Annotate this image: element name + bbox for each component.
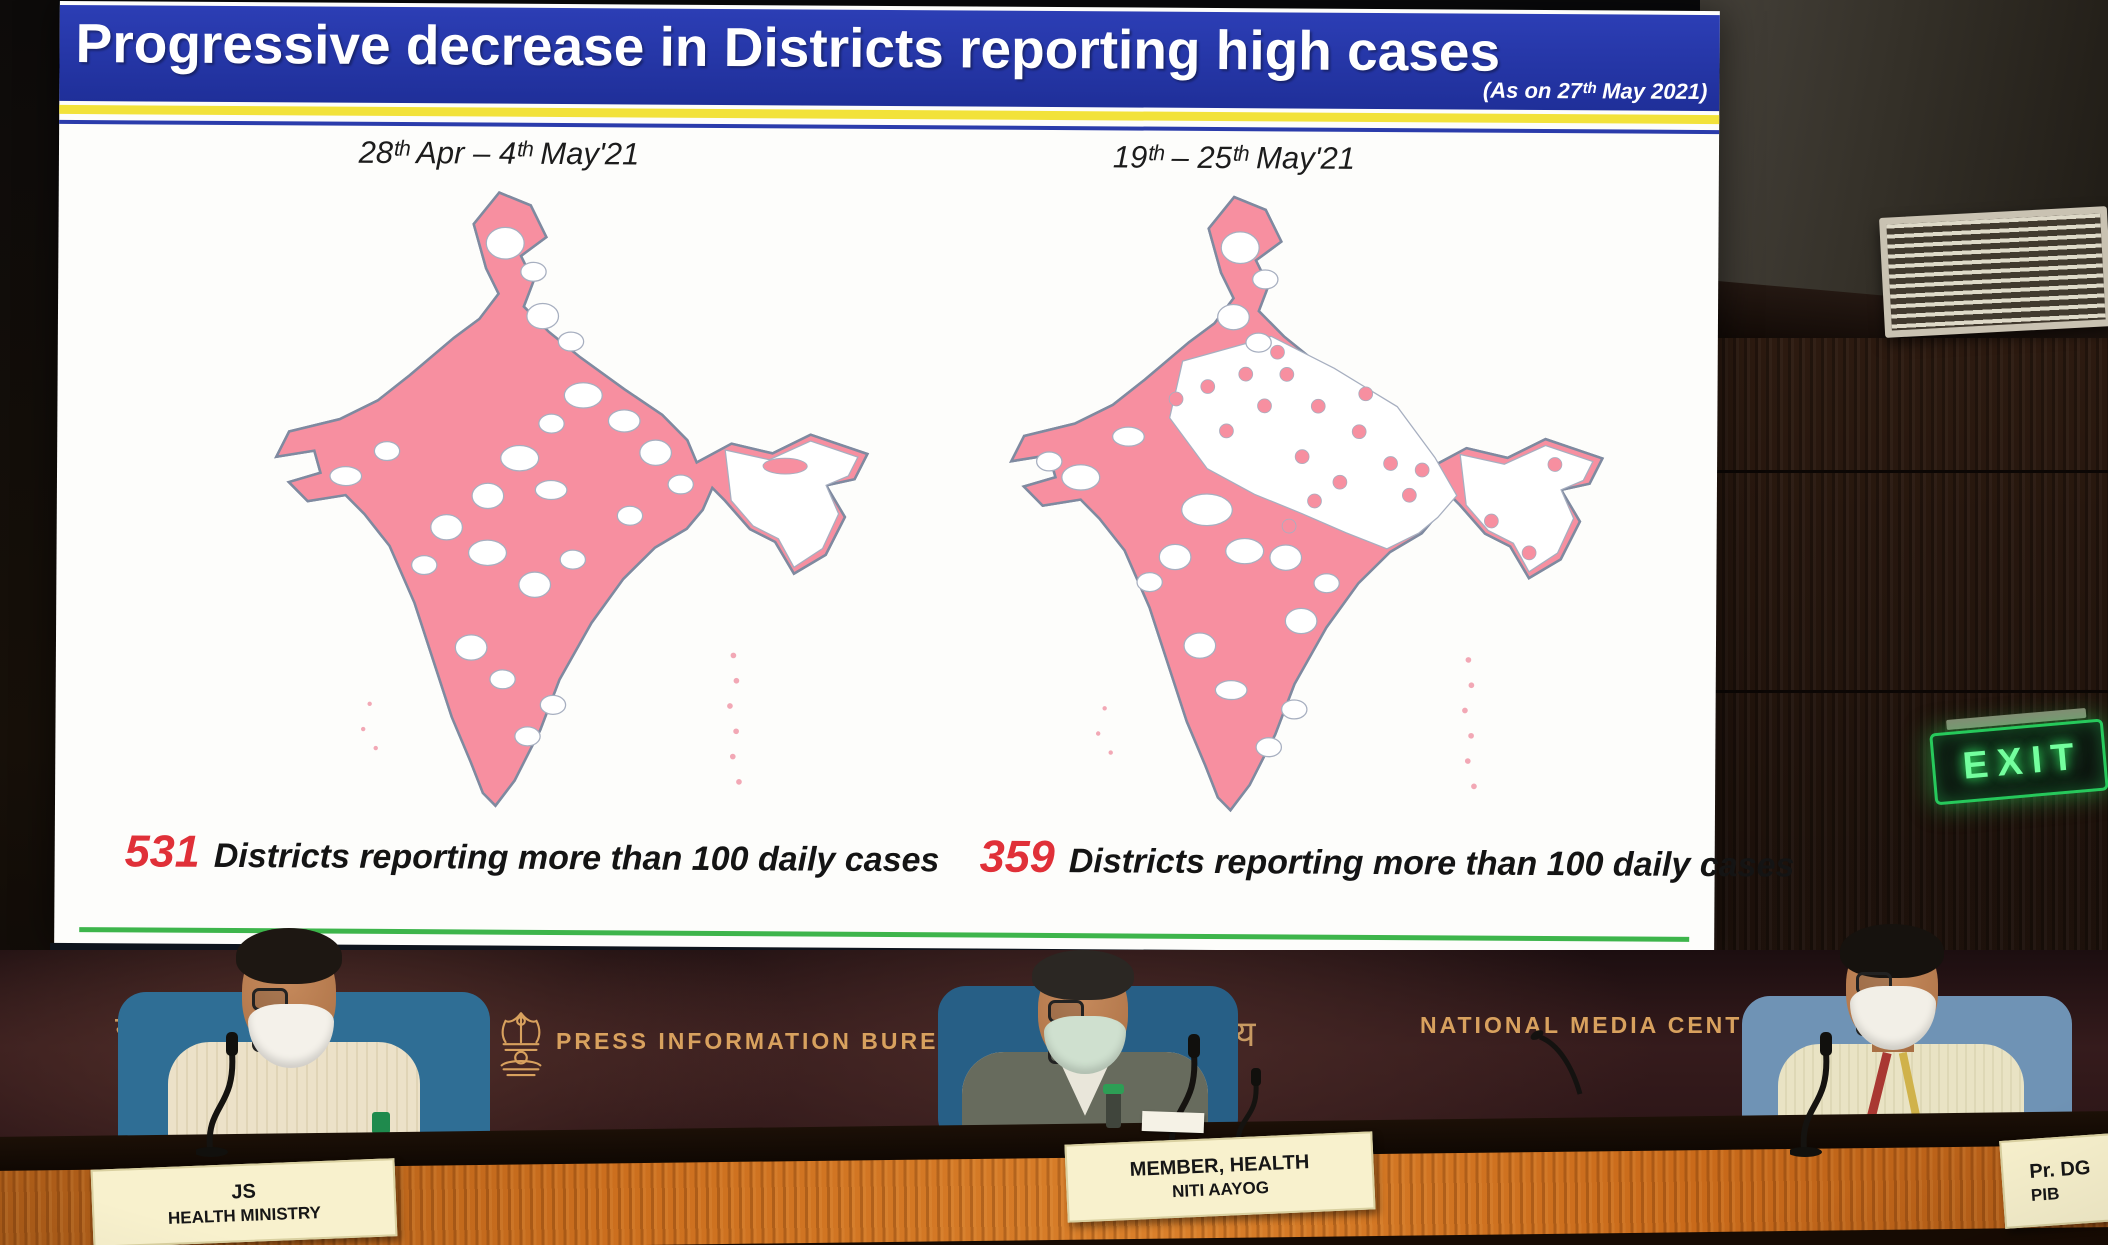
exit-sign-text: EXIT [1961,734,2085,788]
exit-sign-panel: EXIT [1929,718,2108,806]
papers [1141,1110,1205,1134]
hair [1840,924,1944,978]
gooseneck-microphone-right [1790,1032,1832,1157]
island-dots [360,652,742,785]
id-badge [372,1112,390,1134]
island-dots [1095,657,1477,790]
press-information-bureau-text: PRESS INFORMATION BUREAU [556,1028,978,1054]
left-districts-count: 531 [124,825,200,877]
hair [236,928,342,984]
bottle [1106,1092,1121,1128]
scattered-reporting-districts [1168,344,1563,561]
non-reporting-districts-right [1036,231,1594,758]
right-wall [1674,0,2108,968]
left-map-period: 28ᵗʰ Apr – 4ᵗʰ May'21 [358,134,640,172]
nameplate-left: JS HEALTH MINISTRY [90,1158,398,1245]
india-map-right [1007,194,1606,814]
left-map-caption: 531 Districts reporting more than 100 dai… [124,825,940,880]
right-wall-wood-panel [1700,338,2108,968]
right-districts-count: 359 [979,830,1055,883]
nameplate-right: Pr. DG PIB [1999,1127,2108,1229]
bottle-cap [1103,1084,1124,1094]
ashoka-emblem [500,1012,542,1077]
slide-as-on-date: (As on 27ᵗʰ May 2021) [1482,77,1708,105]
table-microphone-icon [1530,1030,1583,1095]
hair [1032,950,1134,1000]
air-vent [1879,206,2108,338]
slide-title: Progressive decrease in Districts report… [75,12,1501,83]
national-media-centre-text: NATIONAL MEDIA CENTRE [1420,1012,1781,1038]
non-reporting-districts-left [329,226,859,747]
right-map-caption: 359 Districts reporting more than 100 dai… [979,830,1795,885]
india-map-left [272,189,871,810]
gooseneck-microphone-left [196,1032,238,1157]
right-map-period: 19ᵗʰ – 25ᵗʰ May'21 [1112,139,1356,176]
exit-sign: EXIT [1929,707,2108,810]
slide-title-banner: Progressive decrease in Districts report… [59,4,1720,112]
wood-panel-seam [1700,470,2108,473]
projection-screen: Progressive decrease in Districts report… [54,0,1794,956]
wood-panel-seam [1700,690,2108,693]
nameplate-center: MEMBER, HEALTH NITI AAYOG [1064,1131,1376,1223]
